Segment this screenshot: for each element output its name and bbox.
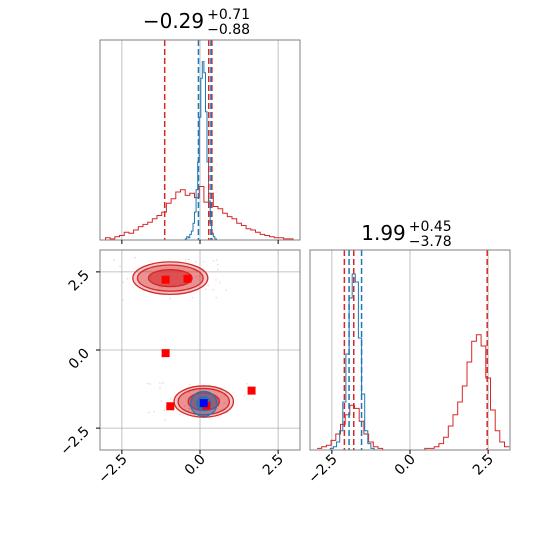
joint-sample-point — [159, 382, 161, 385]
joint-sample-point — [202, 260, 205, 263]
joint-sample-point — [162, 382, 164, 385]
joint-sample-point — [159, 386, 161, 389]
joint-sample-point — [216, 263, 219, 266]
joint-ytick-label: −2.5 — [57, 424, 92, 459]
joint-sample-point — [187, 407, 190, 410]
red-contour-upper-mode — [147, 269, 193, 288]
red-square-marker — [183, 274, 192, 283]
joint-xtick-label: −2.5 — [95, 452, 130, 487]
joint-sample-point — [218, 281, 221, 284]
joint-sample-point — [179, 413, 181, 416]
joint-sample-point — [223, 394, 226, 397]
joint-sample-point — [169, 297, 172, 300]
y-title-lower-error: −3.78 — [409, 234, 452, 250]
joint-sample-point — [121, 281, 124, 284]
joint-density-panel: −2.5 0.0 2.5 −2.5 0.0 2.5 — [57, 249, 301, 487]
joint-sample-point — [188, 391, 191, 394]
joint-sample-point — [160, 400, 163, 402]
joint-sample-point — [148, 383, 151, 385]
y-marginal-xtick-label: 0.0 — [392, 452, 419, 479]
x-marginal-histogram-panel — [99, 39, 301, 244]
joint-sample-point — [225, 289, 228, 292]
joint-sample-point — [191, 296, 194, 299]
joint-sample-point — [223, 402, 226, 404]
red-square-marker — [166, 402, 175, 411]
blue-square-marker — [199, 399, 208, 408]
joint-sample-point — [219, 397, 221, 400]
joint-sample-point — [119, 265, 121, 268]
joint-sample-point — [252, 398, 254, 400]
joint-sample-point — [195, 260, 198, 263]
y-marginal-xtick-label: −2.5 — [305, 452, 340, 487]
red-square-marker — [161, 349, 170, 358]
x-parameter-title: −0.29 — [143, 9, 204, 33]
joint-sample-point — [183, 405, 186, 408]
joint-sample-point — [215, 279, 217, 281]
joint-sample-point — [196, 277, 199, 280]
joint-sample-point — [215, 259, 218, 262]
joint-ytick-label: 2.5 — [66, 267, 93, 294]
joint-sample-point — [163, 409, 166, 412]
y-title-upper-error: +0.45 — [409, 219, 452, 235]
x-title-upper-error: +0.71 — [207, 7, 250, 23]
joint-sample-point — [207, 284, 210, 287]
joint-xtick-label: 0.0 — [182, 452, 209, 479]
joint-ytick-label: 0.0 — [66, 346, 93, 373]
red-square-marker — [247, 386, 256, 395]
joint-sample-point — [188, 383, 191, 386]
y-marginal-xtick-label: 2.5 — [470, 452, 497, 479]
y-title-value: 1.99 — [361, 221, 406, 245]
joint-sample-point — [163, 419, 166, 421]
joint-sample-point — [126, 277, 129, 280]
joint-sample-point — [158, 286, 161, 289]
x-title-lower-error: −0.88 — [207, 22, 250, 38]
joint-sample-point — [113, 258, 115, 261]
joint-sample-point — [212, 260, 215, 262]
joint-xtick-label: 2.5 — [260, 452, 287, 479]
joint-sample-point — [212, 288, 215, 291]
joint-sample-point — [184, 258, 187, 261]
y-blue-histogram — [327, 273, 378, 451]
joint-sample-point — [246, 382, 248, 385]
y-parameter-title: 1.99 — [361, 221, 406, 245]
red-square-marker — [161, 275, 170, 284]
y-marginal-histogram-panel: −2.5 0.0 2.5 — [305, 249, 511, 487]
joint-sample-point — [215, 296, 218, 299]
joint-sample-point — [147, 411, 150, 414]
joint-sample-point — [187, 258, 190, 261]
joint-sample-point — [217, 268, 219, 271]
joint-sample-point — [134, 256, 137, 259]
joint-sample-point — [146, 382, 149, 385]
joint-sample-point — [243, 394, 246, 397]
joint-sample-point — [198, 275, 200, 278]
joint-sample-point — [195, 275, 198, 278]
joint-sample-point — [217, 416, 220, 419]
x-title-value: −0.29 — [143, 9, 204, 33]
joint-sample-point — [170, 397, 172, 400]
x-red-histogram — [100, 186, 298, 241]
joint-sample-point — [153, 410, 155, 413]
joint-sample-point — [205, 288, 207, 291]
